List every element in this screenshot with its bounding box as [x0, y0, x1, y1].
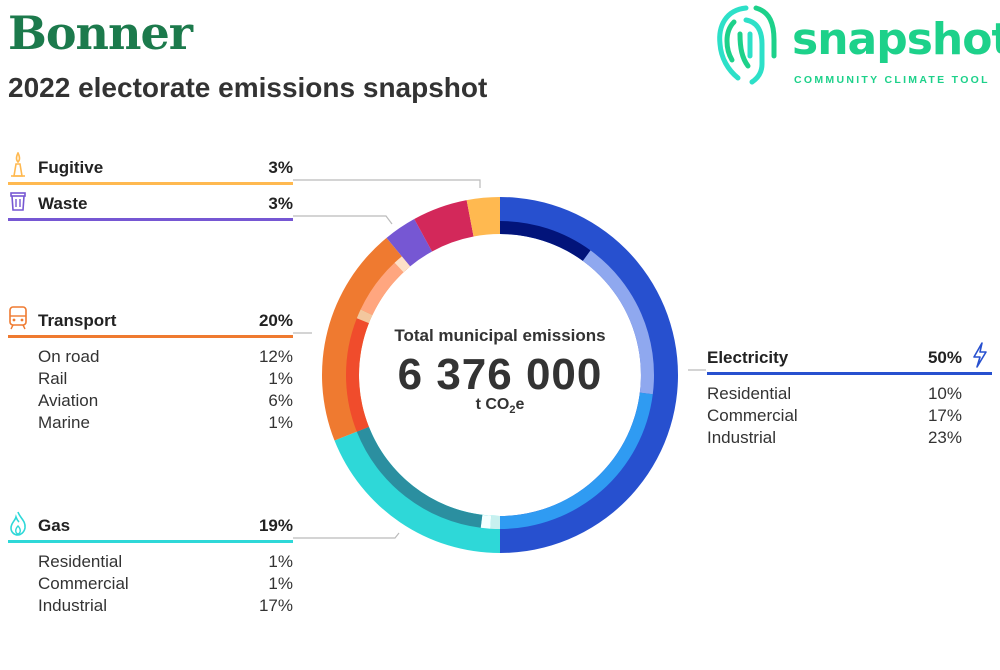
- legend-transport-item: Aviation 6%: [8, 391, 293, 413]
- legend-fugitive-rule: [8, 182, 293, 185]
- legend-item-pct: 1%: [268, 369, 293, 388]
- outer-slice-fugitive: [466, 197, 500, 237]
- inner-slice-gas-residential: [490, 515, 500, 529]
- trash-bin-icon: [8, 188, 28, 214]
- total-value: 6 376 000: [397, 350, 603, 399]
- legend-electricity-header: Electricity 50%: [707, 342, 992, 372]
- legend-transport-item: Marine 1%: [8, 413, 293, 435]
- total-unit: t CO2e: [370, 396, 630, 416]
- legend-transport: Transport 20% On road 12% Rail 1% Aviation…: [8, 306, 293, 435]
- legend-transport-header: Transport 20%: [8, 306, 293, 335]
- legend-item-pct: 6%: [268, 391, 293, 410]
- inner-slice-electricity-residential: [500, 221, 591, 261]
- leader-lines: [293, 179, 706, 539]
- legend-transport-item: On road 12%: [8, 347, 293, 369]
- legend-gas-pct: 19%: [258, 516, 293, 535]
- outer-slice-unlabelled: [414, 200, 474, 252]
- legend-item-name: Commercial: [707, 406, 798, 425]
- legend-waste-pct: 3%: [268, 194, 293, 213]
- legend-gas-item: Commercial 1%: [8, 574, 293, 596]
- unit-main: t CO: [475, 396, 510, 413]
- inner-slice-electricity-commercial: [582, 250, 654, 395]
- legend-electricity-item: Industrial 23%: [707, 428, 962, 450]
- logo-tagline: COMMUNITY CLIMATE TOOL: [794, 74, 990, 86]
- legend-item-pct: 12%: [258, 347, 293, 366]
- inner-slice-transport-on-road: [346, 318, 369, 432]
- leader-waste: [293, 215, 393, 225]
- inner-slice-electricity-industrial: [500, 392, 653, 529]
- outer-slice-electricity: [500, 197, 678, 553]
- legend-item-pct: 17%: [258, 596, 293, 615]
- legend-item-pct: 1%: [268, 552, 293, 571]
- legend-gas-name: Gas: [38, 516, 71, 535]
- legend-item-pct: 17%: [927, 406, 962, 425]
- outer-slice-waste: [386, 219, 433, 267]
- inner-slice-gas-commercial: [480, 514, 492, 529]
- fingerprint-icon: [717, 5, 777, 85]
- unit-subscript: 2: [509, 404, 516, 417]
- flame-icon: [8, 510, 28, 536]
- legend-electricity-name: Electricity: [707, 348, 789, 367]
- legend-fugitive-header: Fugitive 3%: [8, 151, 293, 182]
- legend-item-name: Rail: [38, 369, 68, 388]
- legend-fugitive: Fugitive 3%: [8, 151, 293, 185]
- legend-item-pct: 1%: [268, 574, 293, 593]
- snapshot-logo: snapshot COMMUNITY CLIMATE TOOL: [712, 0, 1000, 90]
- legend-electricity: Electricity 50% Residential 10% Commercia…: [707, 342, 992, 450]
- legend-transport-rule: [8, 335, 293, 338]
- legend-gas: Gas 19% Residential 1% Commercial 1% Indus…: [8, 511, 293, 618]
- legend-gas-item: Residential 1%: [8, 552, 293, 574]
- legend-item-pct: 10%: [927, 384, 962, 403]
- legend-item-name: Commercial: [38, 574, 129, 593]
- train-icon: [8, 305, 28, 331]
- legend-electricity-item: Residential 10%: [707, 384, 962, 406]
- legend-item-name: Industrial: [38, 596, 107, 615]
- legend-gas-item: Industrial 17%: [8, 596, 293, 618]
- legend-item-pct: 1%: [268, 413, 293, 432]
- legend-electricity-item: Commercial 17%: [707, 406, 962, 428]
- legend-item-name: Residential: [38, 552, 123, 571]
- legend-item-name: Residential: [707, 384, 792, 403]
- lightning-bolt-icon: [970, 342, 990, 368]
- inner-slice-transport-rail: [356, 309, 373, 324]
- page-title: Bonner: [8, 6, 193, 60]
- legend-transport-item: Rail 1%: [8, 369, 293, 391]
- leader-fugitive: [293, 179, 481, 188]
- legend-item-name: Marine: [38, 413, 90, 432]
- inner-slice-transport-marine: [394, 256, 411, 273]
- legend-item-name: Aviation: [38, 391, 99, 410]
- page-subtitle: 2022 electorate emissions snapshot: [8, 72, 488, 103]
- donut-center: Total municipal emissions 6 376 000 t CO…: [370, 326, 630, 416]
- logo-wordmark: snapshot: [792, 14, 1000, 65]
- legend-item-pct: 23%: [927, 428, 962, 447]
- legend-fugitive-name: Fugitive: [38, 158, 104, 177]
- total-label: Total municipal emissions: [394, 326, 606, 345]
- donut-rings: [321, 197, 678, 553]
- legend-item-name: On road: [38, 347, 100, 366]
- legend-transport-name: Transport: [38, 311, 117, 330]
- legend-electricity-pct: 50%: [927, 348, 962, 367]
- legend-gas-header: Gas 19%: [8, 511, 293, 540]
- legend-transport-pct: 20%: [258, 311, 293, 330]
- legend-waste-rule: [8, 218, 293, 221]
- inner-slice-gas-industrial: [356, 426, 483, 528]
- legend-waste-name: Waste: [38, 194, 88, 213]
- inner-slice-transport-aviation: [360, 262, 404, 315]
- unit-tail: e: [515, 396, 525, 413]
- legend-gas-rule: [8, 540, 293, 543]
- legend-waste: Waste 3%: [8, 192, 293, 221]
- legend-item-name: Industrial: [707, 428, 776, 447]
- legend-electricity-rule: [707, 372, 992, 375]
- leader-gas: [293, 532, 400, 539]
- legend-fugitive-pct: 3%: [268, 158, 293, 177]
- legend-waste-header: Waste 3%: [8, 192, 293, 218]
- gas-flare-icon: [8, 151, 28, 178]
